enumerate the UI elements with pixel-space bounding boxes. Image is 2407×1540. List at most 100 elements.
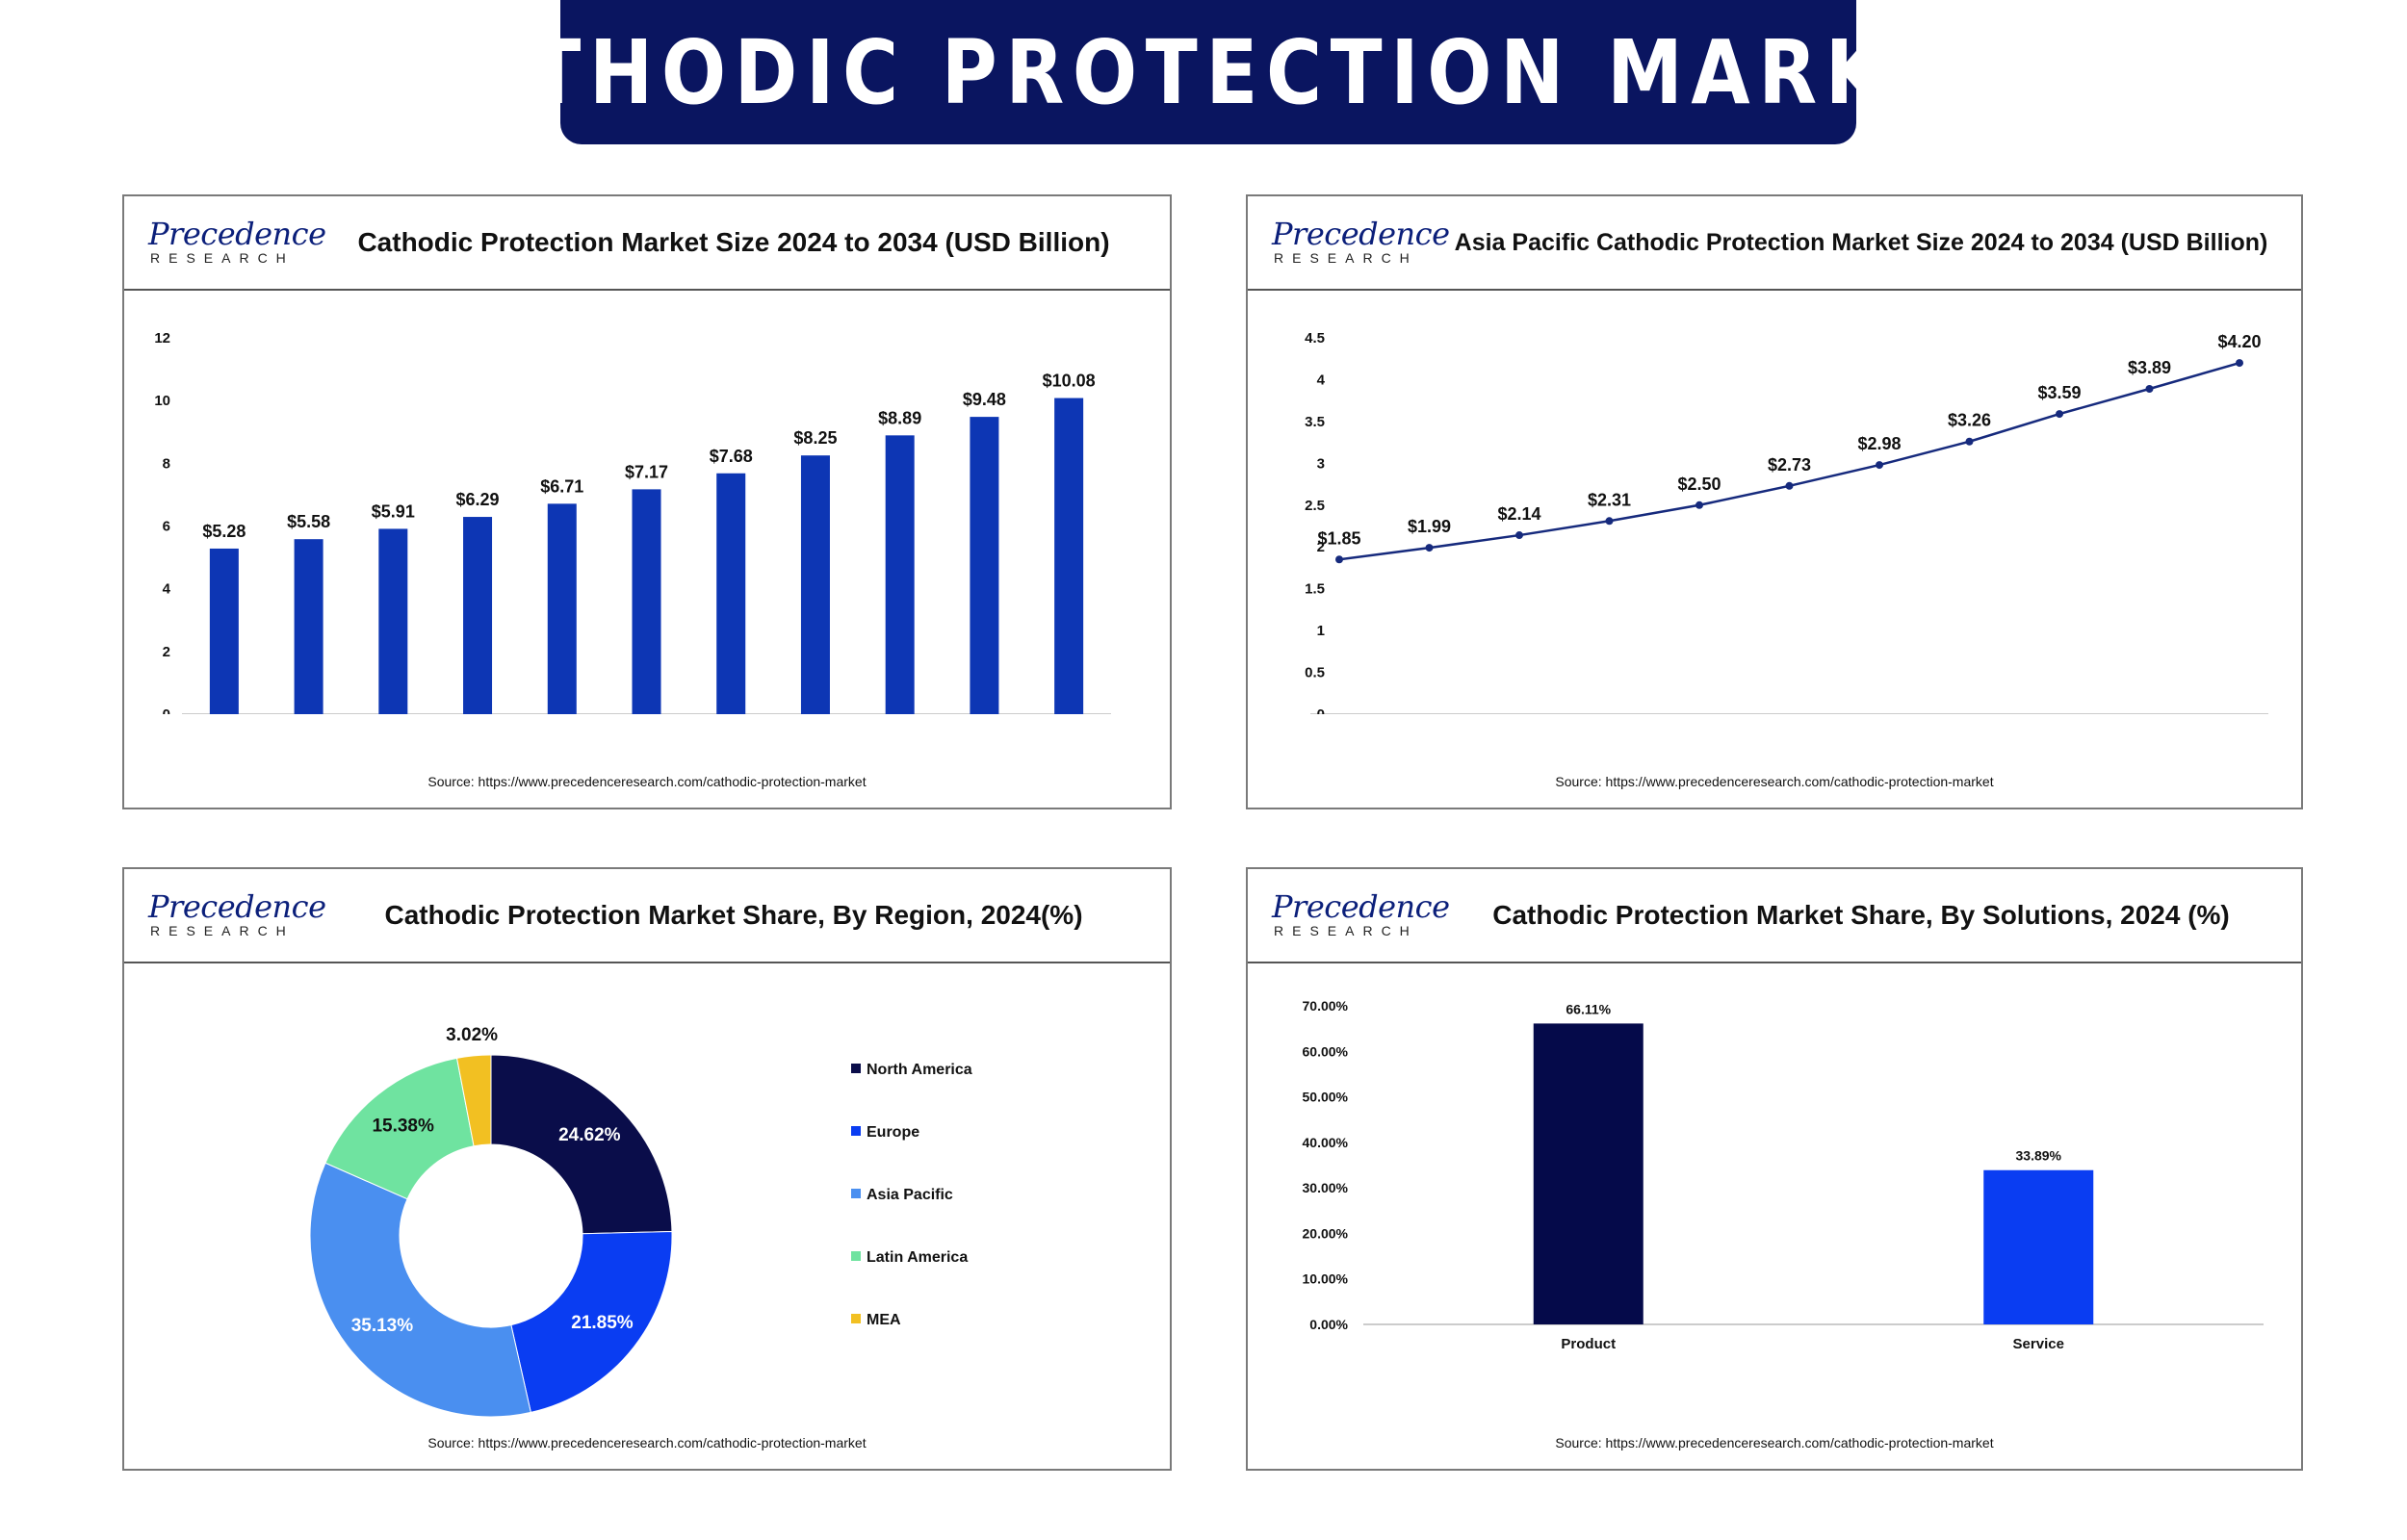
legend-item: Latin America <box>851 1249 968 1267</box>
data-label: $3.59 <box>2037 383 2081 402</box>
y-tick-label: 4 <box>1317 372 1326 388</box>
legend-label: Asia Pacific <box>867 1187 953 1203</box>
data-point <box>1876 461 1883 470</box>
legend-label: North America <box>867 1062 972 1078</box>
legend-swatch <box>851 1314 861 1323</box>
y-tick-label: 0 <box>1317 706 1325 714</box>
data-point <box>1605 517 1614 526</box>
slice-label: 3.02% <box>446 1025 498 1045</box>
y-tick-label: 2 <box>163 644 170 660</box>
legend-label: Europe <box>867 1124 920 1141</box>
data-point <box>2145 385 2154 394</box>
data-label: $1.85 <box>1317 528 1360 548</box>
logo-subtext: RESEARCH <box>150 250 295 266</box>
y-tick-label: 12 <box>154 330 170 346</box>
data-label: $5.91 <box>372 501 415 521</box>
source-note: Source: https://www.precedenceresearch.c… <box>1555 1435 1994 1450</box>
source-note: Source: https://www.precedenceresearch.c… <box>427 774 867 789</box>
y-tick-label: 40.00% <box>1303 1135 1349 1150</box>
y-tick-label: 4.5 <box>1305 330 1325 346</box>
precedence-logo: Precedence RESEARCH <box>148 216 326 273</box>
source-note: Source: https://www.precedenceresearch.c… <box>1555 774 1994 789</box>
legend-item: North America <box>851 1062 972 1079</box>
market-size-bar-chart: 024681012$5.282024$5.582025$5.912026$6.2… <box>154 330 1111 714</box>
precedence-logo: Precedence RESEARCH <box>1272 216 1450 273</box>
source-note: Source: https://www.precedenceresearch.c… <box>427 1435 867 1450</box>
y-tick-label: 70.00% <box>1303 998 1349 1014</box>
bar <box>378 528 408 714</box>
solutions-bar-chart: 0.00% 10.00% 20.00% 30.00% 40.00% 50.00% 60.00… <box>1303 998 2264 1352</box>
chart-title: Cathodic Protection Market Share, By Reg… <box>384 900 1083 930</box>
panel-header: Precedence RESEARCH Cathodic Protection … <box>124 196 1170 291</box>
data-label: $2.50 <box>1677 475 1721 494</box>
logo-wordmark: Precedence <box>148 888 326 925</box>
logo-subtext: RESEARCH <box>1274 250 1418 266</box>
y-tick-label: 20.00% <box>1303 1225 1349 1241</box>
bar <box>632 489 661 714</box>
data-point <box>2236 359 2243 368</box>
data-point <box>1425 544 1434 552</box>
bar <box>800 455 830 714</box>
y-tick-label: 2 <box>1317 539 1325 555</box>
y-tick-label: 6 <box>163 519 170 535</box>
data-point <box>1965 437 1974 446</box>
chart-title: Cathodic Protection Market Size 2024 to … <box>357 227 1110 257</box>
y-tick-label: 8 <box>163 455 170 472</box>
region-donut-chart: 24.62% 21.85% 35.13% 15.38% 3.02% <box>309 1025 673 1418</box>
panel-market-size: Precedence RESEARCH Cathodic Protection … <box>122 194 1172 809</box>
data-label: $2.31 <box>1588 490 1631 509</box>
y-tick-label: 3.5 <box>1305 414 1325 430</box>
x-tick-label: Service <box>2013 1336 2064 1352</box>
y-tick-label: 0.00% <box>1309 1317 1348 1332</box>
panel-asia-pacific: Precedence RESEARCH Asia Pacific Cathodi… <box>1246 194 2303 809</box>
data-label: $6.71 <box>540 476 583 496</box>
data-point <box>1695 500 1703 509</box>
bar <box>547 503 577 714</box>
donut-slice <box>309 1162 531 1418</box>
legend-item: Asia Pacific <box>851 1187 953 1204</box>
legend-swatch <box>851 1189 861 1198</box>
data-label: $8.89 <box>878 408 921 427</box>
y-tick-label: 0.5 <box>1305 665 1325 681</box>
data-label: $7.68 <box>710 447 753 466</box>
y-tick-label: 0 <box>163 706 170 714</box>
y-tick-label: 1.5 <box>1305 581 1325 598</box>
bar <box>1533 1023 1643 1324</box>
data-label: $7.17 <box>625 462 668 481</box>
data-label: $2.73 <box>1768 455 1811 475</box>
x-tick-label: Product <box>1561 1336 1616 1352</box>
donut-slice <box>490 1054 673 1235</box>
data-label: $1.99 <box>1408 517 1451 536</box>
bar <box>294 539 324 714</box>
legend-label: Latin America <box>867 1249 969 1266</box>
y-tick-label: 4 <box>163 581 171 598</box>
legend-swatch <box>851 1126 861 1136</box>
y-tick-label: 2.5 <box>1305 498 1325 514</box>
legend-swatch <box>851 1064 861 1073</box>
precedence-logo: Precedence RESEARCH <box>148 888 326 946</box>
y-tick-label: 60.00% <box>1303 1043 1349 1059</box>
data-label: $4.20 <box>2217 332 2261 351</box>
panel-solutions-share: Precedence RESEARCH Cathodic Protection … <box>1246 867 2303 1471</box>
y-tick-label: 50.00% <box>1303 1090 1349 1105</box>
data-label: $5.58 <box>287 512 330 531</box>
data-label: $9.48 <box>963 390 1006 409</box>
data-label: $8.25 <box>793 428 837 448</box>
y-tick-label: 3 <box>1317 455 1325 472</box>
logo-subtext: RESEARCH <box>1274 923 1418 938</box>
slice-label: 24.62% <box>558 1125 621 1145</box>
panel-region-share: Precedence RESEARCH Cathodic Protection … <box>122 867 1172 1471</box>
logo-wordmark: Precedence <box>1272 888 1450 925</box>
bar <box>209 548 239 714</box>
precedence-logo: Precedence RESEARCH <box>1272 888 1450 946</box>
data-label: $2.98 <box>1857 434 1901 453</box>
legend-item: Europe <box>851 1124 919 1142</box>
logo-wordmark: Precedence <box>148 216 326 252</box>
page-title: CATHODIC PROTECTION MARKET <box>403 20 2013 124</box>
bar <box>885 435 915 714</box>
data-point <box>1515 531 1523 540</box>
data-point <box>2056 410 2063 419</box>
donut-slice <box>510 1231 673 1413</box>
data-label: $2.14 <box>1497 504 1540 524</box>
data-label: $5.28 <box>202 522 246 541</box>
